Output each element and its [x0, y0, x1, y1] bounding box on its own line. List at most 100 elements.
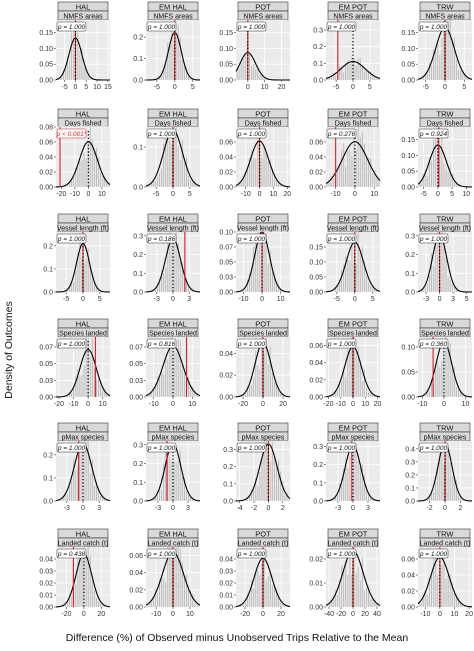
variable-strip-label: Days fished: [65, 121, 102, 128]
histogram-bar: [451, 583, 453, 607]
x-tick-label: 5: [84, 84, 88, 91]
panel-13: POT Vessel length (ft) p = 1.000 0.00 0.03 0.…: [219, 213, 291, 303]
histogram-bar: [194, 390, 196, 397]
histogram-bar: [422, 289, 424, 292]
histogram-bar: [257, 66, 259, 80]
histogram-bar: [64, 185, 66, 187]
histogram-bar: [257, 569, 259, 607]
histogram-bar: [334, 286, 336, 292]
histogram-bar: [439, 453, 441, 501]
histogram-bar: [238, 68, 240, 80]
y-tick-label: 0.05: [401, 62, 415, 69]
histogram-bar: [98, 288, 100, 292]
variable-strip-label: Species landed: [421, 331, 469, 338]
y-tick-label: 0.0: [43, 499, 53, 506]
histogram-bar: [357, 58, 359, 80]
histogram-bar: [284, 604, 286, 607]
histogram-bar: [248, 157, 251, 187]
x-tick-label: -20: [323, 401, 333, 408]
histogram-bar: [93, 590, 95, 607]
histogram-bar: [363, 590, 365, 607]
histogram-bar: [426, 72, 428, 80]
histogram-bar: [179, 548, 181, 607]
histogram-bar: [91, 138, 93, 187]
histogram-bar: [330, 290, 332, 292]
histogram-bar: [435, 243, 437, 292]
histogram-bar: [194, 181, 196, 187]
density-curve: [235, 52, 290, 81]
p-value-box: [236, 233, 267, 244]
histogram-bar: [351, 56, 353, 80]
histogram-bar: [361, 381, 363, 397]
histogram-bar: [79, 161, 81, 187]
gear-strip-label: EM HAL: [159, 424, 187, 433]
x-tick-label: -2: [426, 505, 432, 512]
x-tick-label: -5: [423, 84, 429, 91]
histogram-bar: [443, 236, 445, 292]
histogram-bar: [347, 468, 349, 501]
histogram-bar: [91, 580, 93, 607]
histogram-bar: [163, 143, 165, 187]
histogram-bar: [100, 172, 102, 187]
y-tick-label: 0.00: [219, 185, 233, 192]
histogram-bar: [451, 476, 453, 501]
histogram-bar: [460, 70, 462, 80]
x-tick-label: 5: [188, 191, 192, 198]
histogram-bar: [257, 232, 259, 292]
x-tick-label: 20: [279, 401, 287, 408]
histogram-bar: [185, 157, 188, 187]
histogram-bar: [156, 376, 158, 397]
histogram-bar: [269, 346, 271, 397]
histogram-bar: [372, 74, 374, 80]
y-tick-label: 0.2: [223, 464, 233, 471]
histogram-bar: [156, 490, 158, 501]
histogram-bar: [95, 148, 98, 187]
gear-strip-label: EM HAL: [159, 110, 187, 119]
histogram-bar: [345, 62, 347, 80]
histogram-bar: [370, 497, 372, 501]
x-tick-label: 10: [93, 84, 101, 91]
histogram-bar: [343, 72, 345, 80]
histogram-bar: [244, 393, 246, 397]
histogram-bar: [68, 286, 71, 292]
histogram-bar: [169, 140, 171, 187]
histogram-bar: [77, 466, 79, 501]
histogram-bar: [246, 499, 248, 501]
histogram-bar: [332, 73, 334, 80]
histogram-bar: [280, 184, 282, 187]
y-tick-label: 0.00: [219, 395, 233, 402]
histogram-bar: [341, 269, 343, 292]
histogram-bar: [439, 145, 441, 187]
histogram-bar: [349, 552, 351, 607]
histogram-bar: [150, 500, 152, 501]
p-value-label: p = 0.360: [419, 341, 448, 348]
histogram-bar: [263, 441, 265, 501]
variable-strip-label: Landed catch (t): [420, 541, 471, 548]
histogram-bar: [261, 157, 263, 187]
histogram-bar: [420, 602, 422, 607]
y-tick-label: 0.05: [39, 62, 53, 69]
histogram-bar: [102, 387, 104, 397]
y-tick-label: 0.0: [133, 290, 143, 297]
histogram-bar: [83, 365, 85, 397]
variable-strip-label: NMFS areas: [153, 14, 193, 21]
histogram-bar: [196, 185, 198, 187]
histogram-bar: [265, 78, 267, 80]
density-curve: [325, 141, 381, 185]
histogram-bar: [244, 499, 246, 501]
histogram-bar: [261, 562, 263, 607]
histogram-bar: [71, 596, 73, 607]
y-tick-label: 0.1: [313, 480, 323, 487]
histogram-bar: [370, 71, 372, 80]
histogram-bar: [173, 44, 175, 80]
panel-2: EM HAL NMFS areas p = 1.000 0.0 0.1 0.2 -5 0 5: [133, 1, 201, 91]
histogram-bar: [273, 457, 275, 501]
variable-strip-label: Species landed: [239, 331, 287, 338]
histogram-bar: [75, 167, 77, 187]
y-tick-label: 0.03: [219, 275, 233, 282]
histogram-bar: [353, 127, 355, 187]
histogram-bar: [246, 593, 248, 607]
histogram-bar: [58, 500, 60, 501]
histogram-bar: [190, 385, 192, 397]
